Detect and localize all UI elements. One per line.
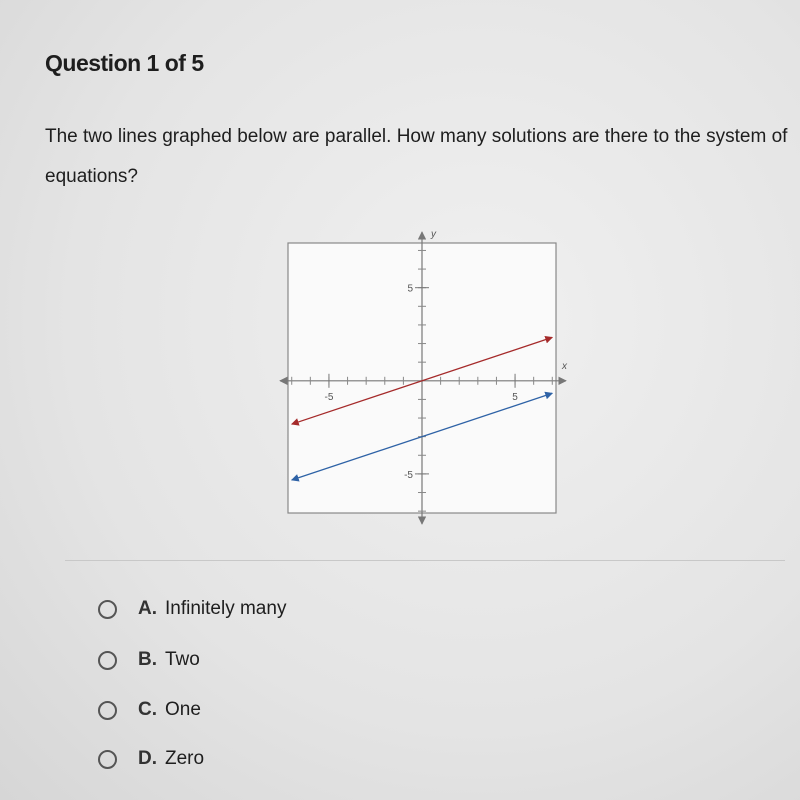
answer-option[interactable]: B. Two bbox=[98, 647, 200, 673]
radio-button[interactable] bbox=[98, 650, 117, 670]
question-text: The two lines graphed below are parallel… bbox=[45, 126, 788, 187]
x-tick-label: -5 bbox=[324, 392, 333, 403]
x-axis-label: x bbox=[561, 361, 568, 372]
option-text: Zero bbox=[165, 748, 205, 769]
option-text: Two bbox=[165, 649, 200, 670]
graph-line bbox=[290, 391, 554, 482]
graph: -5 5 -5 5 x y bbox=[279, 229, 568, 525]
y-tick-label: 5 bbox=[407, 284, 413, 295]
y-tick-label: -5 bbox=[404, 470, 413, 481]
answer-option[interactable]: D. Zero bbox=[98, 746, 204, 772]
option-letter: C. bbox=[138, 699, 157, 720]
y-axis-label: y bbox=[430, 229, 437, 240]
answer-option[interactable]: C. One bbox=[98, 697, 201, 723]
answer-option[interactable]: A. Infinitely many bbox=[98, 596, 286, 622]
question-title: Question 1 of 5 bbox=[45, 50, 204, 76]
option-letter: B. bbox=[138, 649, 157, 670]
separator bbox=[65, 560, 785, 561]
option-letter: D. bbox=[138, 748, 157, 769]
radio-button[interactable] bbox=[98, 700, 117, 720]
option-text: Infinitely many bbox=[165, 598, 287, 619]
option-text: One bbox=[165, 699, 201, 720]
radio-button[interactable] bbox=[98, 749, 117, 769]
radio-button[interactable] bbox=[98, 599, 117, 619]
x-tick-label: 5 bbox=[512, 392, 518, 403]
option-letter: A. bbox=[138, 598, 157, 619]
